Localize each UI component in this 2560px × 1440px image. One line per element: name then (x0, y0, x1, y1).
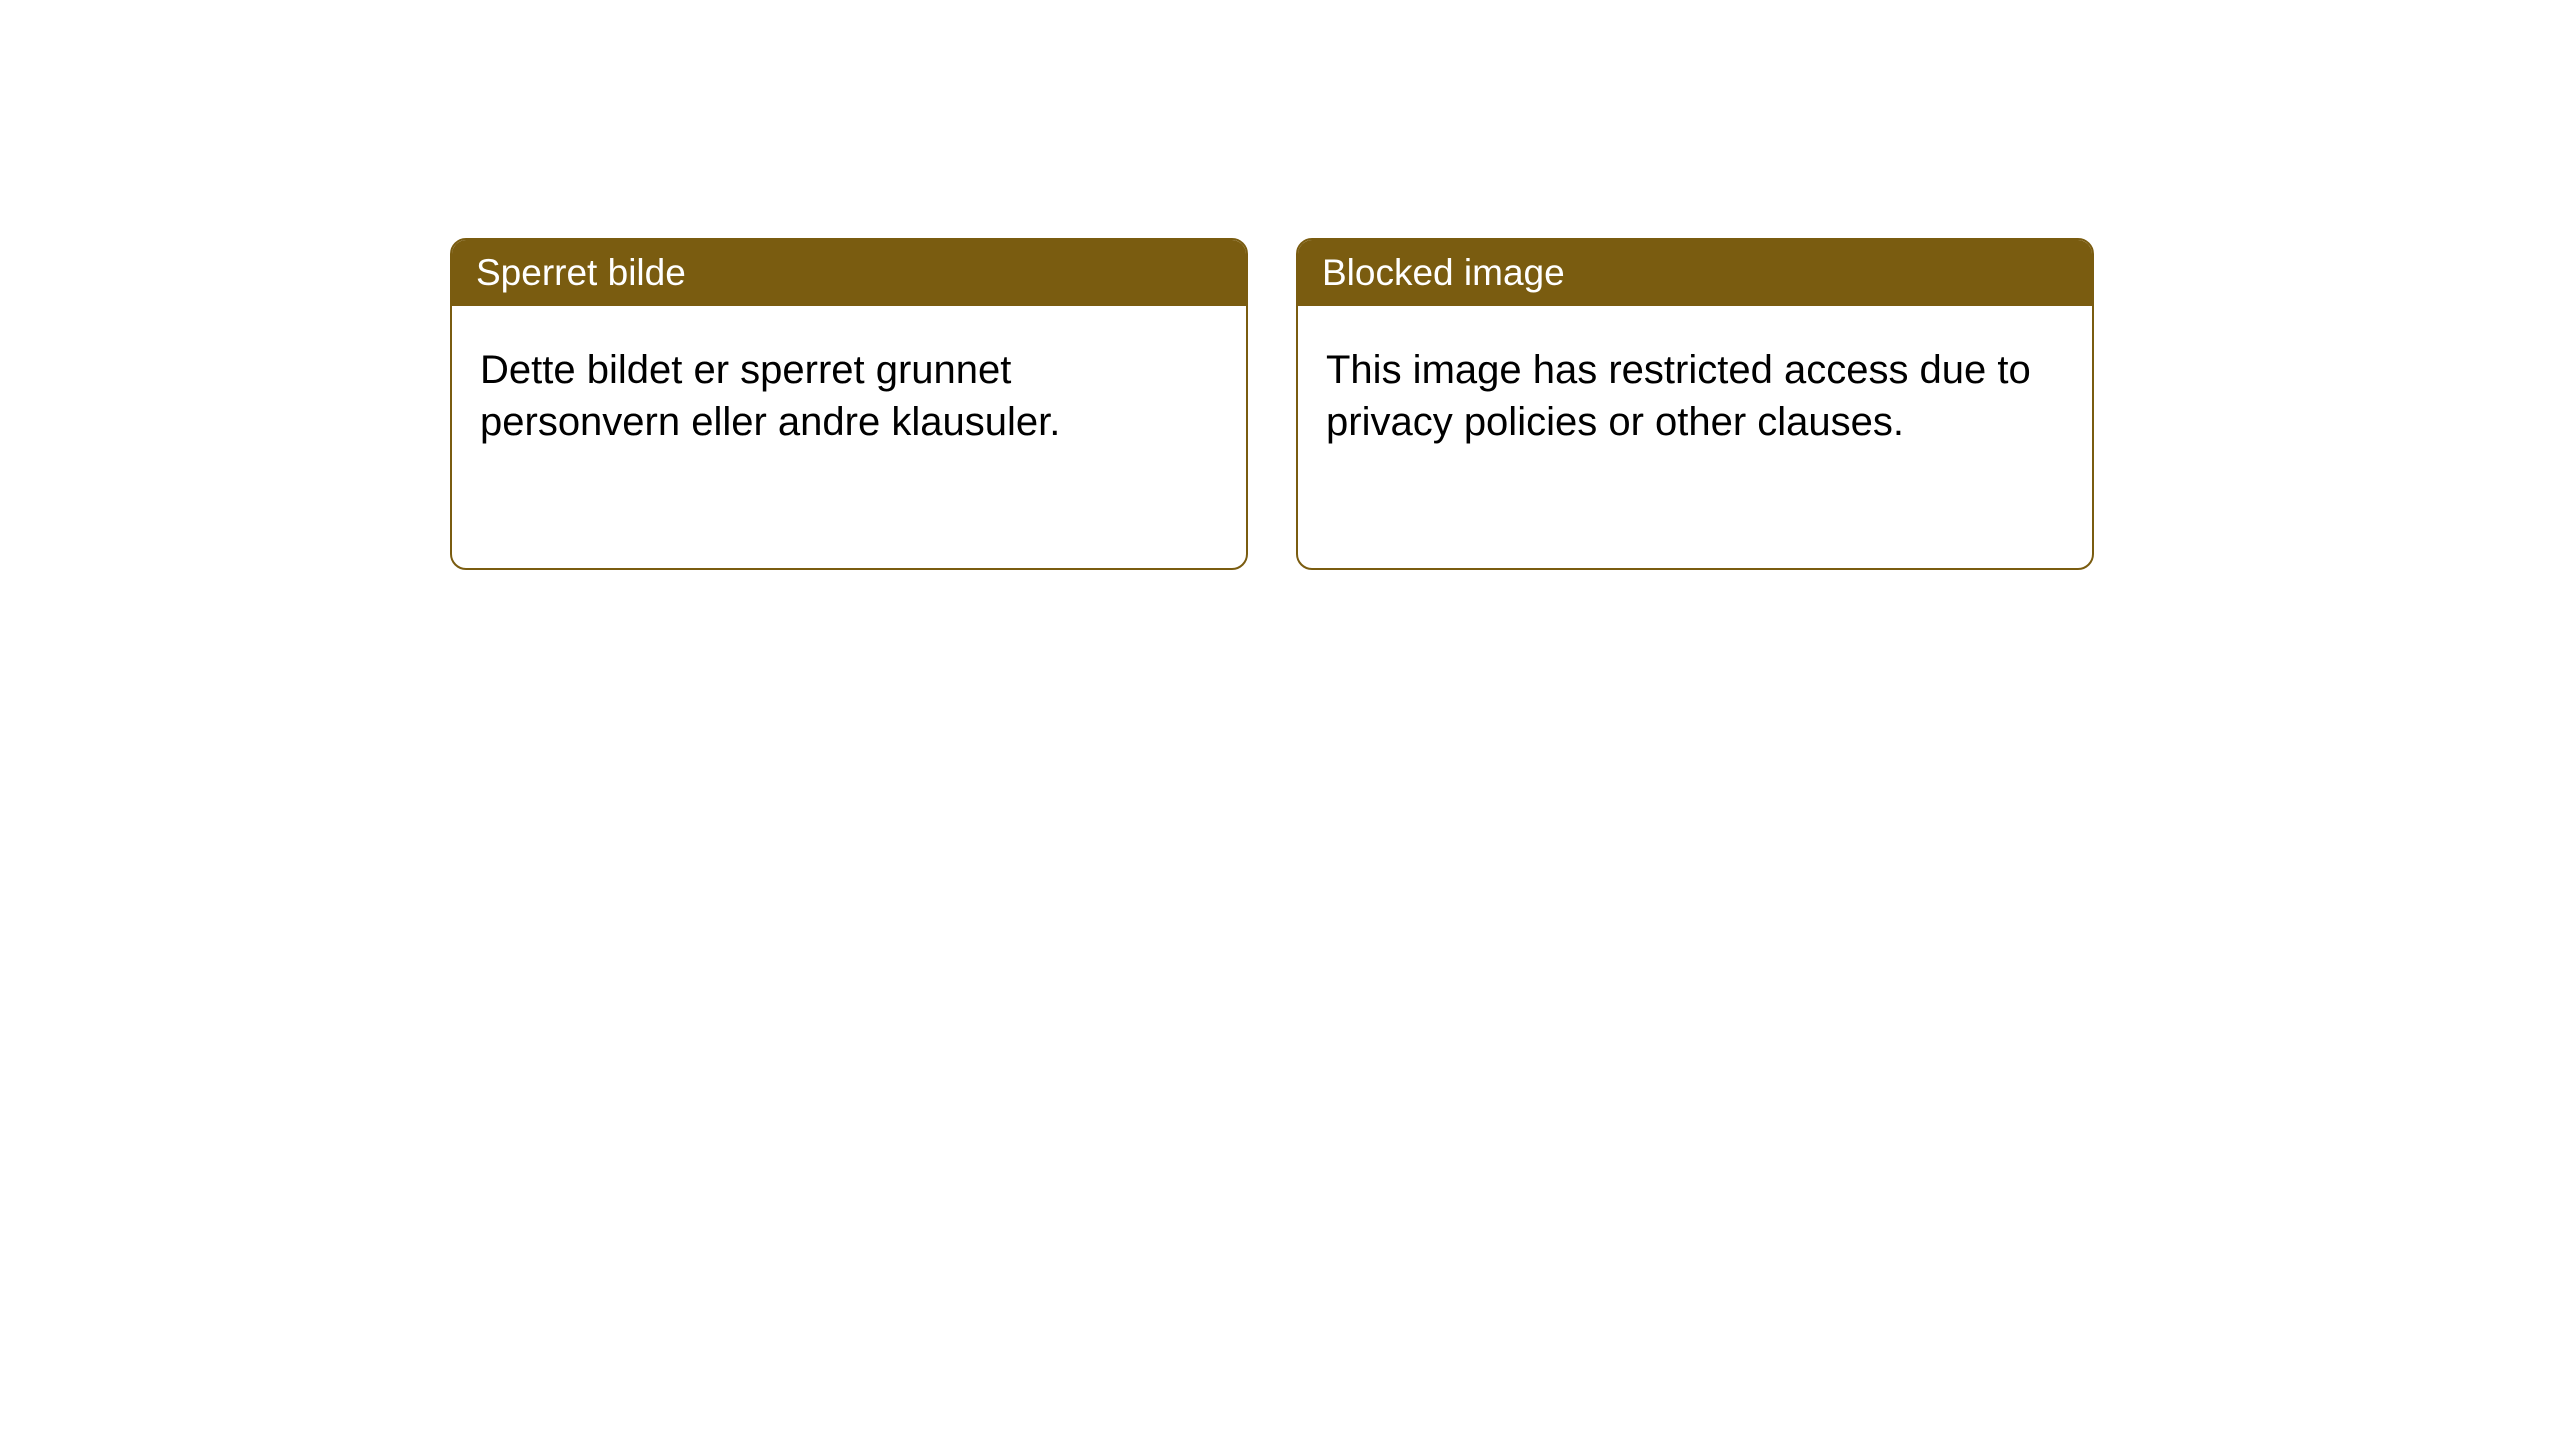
notice-container: Sperret bilde Dette bildet er sperret gr… (450, 238, 2094, 570)
notice-body-english: This image has restricted access due to … (1298, 306, 2092, 486)
notice-title: Blocked image (1322, 252, 1565, 293)
notice-header-english: Blocked image (1298, 240, 2092, 306)
notice-body-norwegian: Dette bildet er sperret grunnet personve… (452, 306, 1246, 486)
notice-header-norwegian: Sperret bilde (452, 240, 1246, 306)
notice-card-norwegian: Sperret bilde Dette bildet er sperret gr… (450, 238, 1248, 570)
notice-title: Sperret bilde (476, 252, 686, 293)
notice-message: This image has restricted access due to … (1326, 348, 2031, 444)
notice-card-english: Blocked image This image has restricted … (1296, 238, 2094, 570)
notice-message: Dette bildet er sperret grunnet personve… (480, 348, 1060, 444)
